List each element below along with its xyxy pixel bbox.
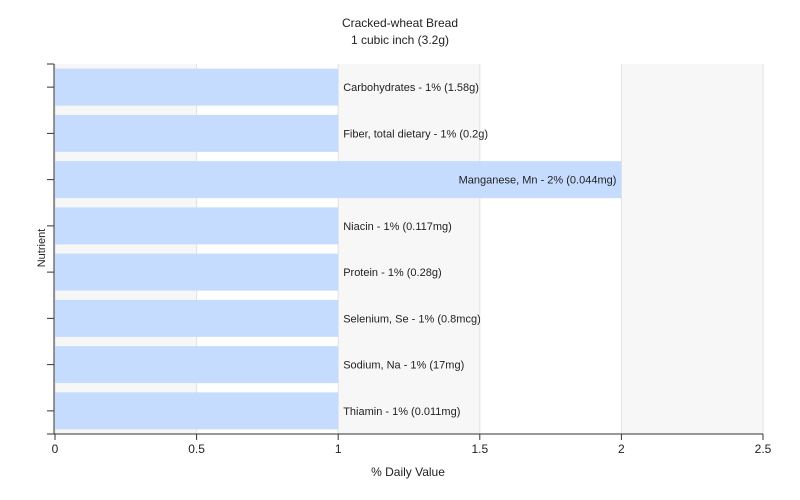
x-tick-label: 2 — [618, 442, 625, 456]
chart-title: Cracked-wheat Bread — [342, 16, 458, 30]
bar — [55, 346, 339, 384]
bar-label: Sodium, Na - 1% (17mg) — [343, 360, 464, 372]
bar-label: Carbohydrates - 1% (1.58g) — [343, 82, 479, 94]
bar — [55, 114, 339, 152]
bar — [55, 68, 339, 106]
bar-label: Manganese, Mn - 2% (0.044mg) — [459, 175, 617, 187]
bar-label: Niacin - 1% (0.117mg) — [343, 221, 452, 233]
x-tick-label: 0.5 — [188, 442, 205, 456]
plot-area: Carbohydrates - 1% (1.58g) Fiber, total d… — [47, 63, 772, 456]
bar — [55, 392, 339, 430]
x-axis-label: % Daily Value — [371, 465, 445, 479]
x-tick-label: 1 — [335, 442, 342, 456]
x-tick-label: 2.5 — [755, 442, 772, 456]
bar-label: Fiber, total dietary - 1% (0.2g) — [343, 128, 488, 140]
chart-subtitle: 1 cubic inch (3.2g) — [351, 33, 449, 47]
x-tick-label: 0 — [52, 442, 59, 456]
bar — [55, 161, 622, 199]
y-axis-label: Nutrient — [36, 229, 48, 268]
bar-label: Selenium, Se - 1% (0.8mcg) — [343, 313, 481, 325]
bar-label: Thiamin - 1% (0.011mg) — [343, 406, 460, 418]
bar-label: Protein - 1% (0.28g) — [343, 267, 441, 279]
plot-band — [338, 64, 480, 434]
bar — [55, 207, 339, 245]
bar — [55, 253, 339, 291]
x-tick-label: 1.5 — [471, 442, 488, 456]
bar — [55, 299, 339, 337]
plot-band — [621, 64, 763, 434]
